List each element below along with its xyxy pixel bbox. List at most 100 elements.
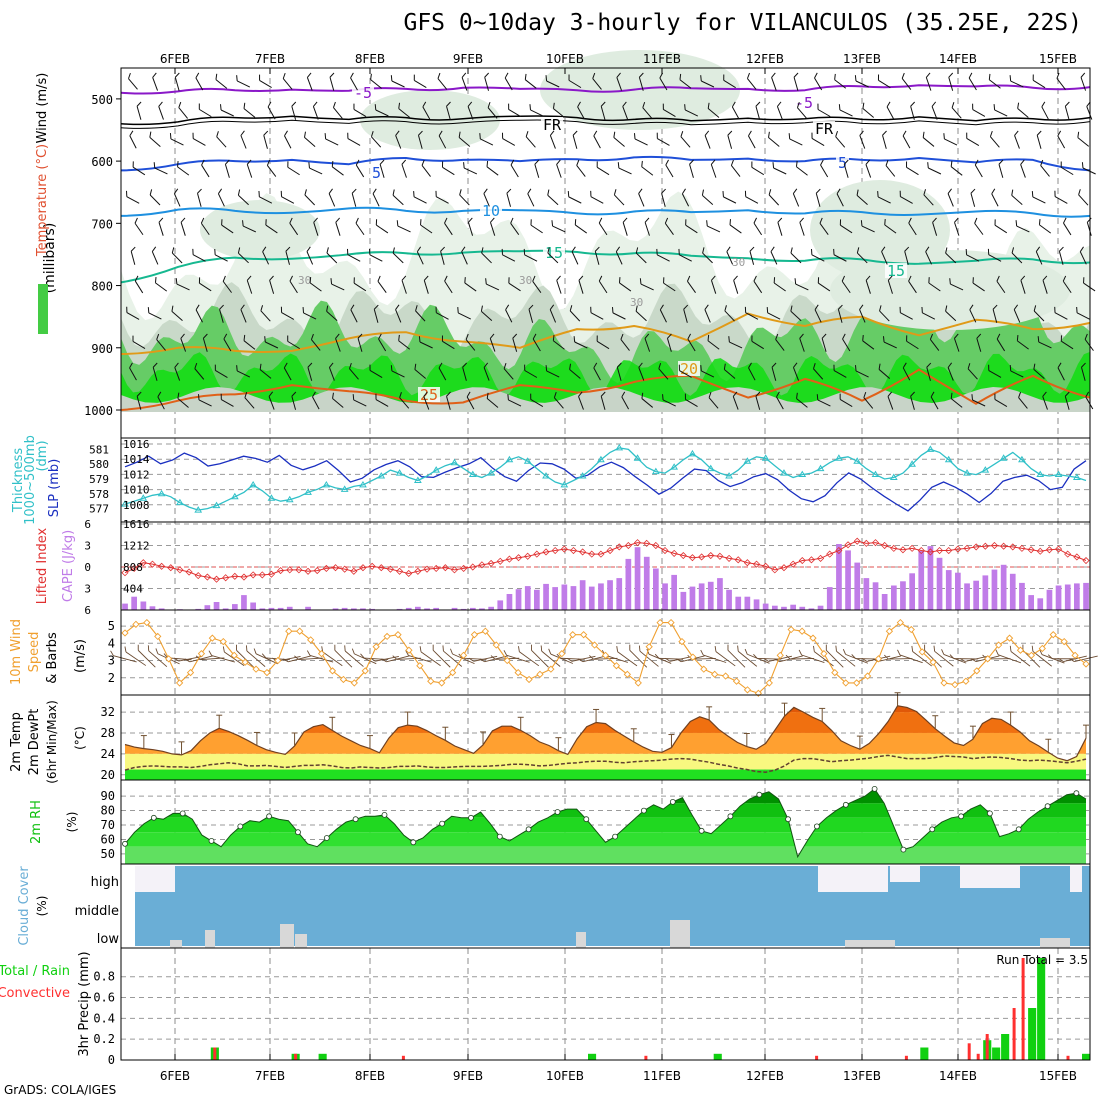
wind-speed-marker [711, 670, 719, 678]
wind-barb [902, 130, 911, 149]
li-marker [350, 567, 358, 575]
wind-barb [863, 391, 874, 409]
wind-barb [910, 391, 915, 410]
cape-bar [259, 608, 266, 610]
wind-barb [748, 130, 756, 149]
wind-barb-staff [707, 340, 720, 350]
wind-barb-flag [198, 103, 200, 110]
10m-wind-barb [995, 649, 1022, 664]
wind-barb-staff [967, 368, 978, 380]
thickness-marker [505, 455, 514, 463]
wind-barb-flag [795, 160, 798, 167]
wind-barb [401, 159, 407, 178]
wind-barb [1042, 391, 1048, 410]
wind-speed-marker [580, 631, 588, 639]
wind-barb [128, 72, 138, 90]
wind-barb [1079, 246, 1087, 265]
precip-convective-bar [904, 1055, 908, 1060]
wind-barb-flag [748, 362, 752, 369]
wind-barb-flag [1037, 336, 1040, 343]
wind-barb [817, 103, 831, 117]
wind-barb-flag [859, 130, 864, 136]
li-marker [853, 537, 861, 545]
wind-barb-staff [489, 338, 496, 352]
li-marker [926, 548, 934, 556]
wind-barb [644, 217, 650, 236]
wind-barb-staff [556, 164, 562, 178]
wind-barb-staff [552, 225, 566, 233]
wind-speed-marker [1060, 637, 1068, 646]
wind-barb-staff [622, 222, 628, 236]
wind-barb-flag [508, 277, 510, 284]
wind-barb-staff [1010, 80, 1024, 88]
cape-tick-label: 808 [123, 561, 143, 574]
rh-marker [323, 835, 330, 841]
cape-bar [1046, 589, 1053, 610]
wind-barb [722, 191, 737, 204]
wind-barb-flag [370, 73, 372, 80]
bottom-day-label: 11FEB [643, 1069, 681, 1083]
wind-barb-staff [483, 367, 490, 381]
contour-label: FR [543, 116, 562, 134]
wind-barb [304, 131, 316, 147]
cape-bar [149, 606, 156, 610]
li-marker [148, 560, 157, 568]
wind-barb [724, 305, 735, 322]
wind-barb-flag [996, 275, 1000, 282]
wind-barb-staff [173, 193, 181, 207]
10m-wind-barb [124, 646, 147, 666]
wind-barb [483, 362, 490, 381]
wind-barb-flag [662, 394, 664, 401]
wind-barb-staff [834, 79, 847, 89]
wind-barb-staff [259, 79, 272, 89]
wind-barb-flag [854, 75, 857, 82]
wind-barb-staff [910, 396, 915, 410]
wind-barb-staff [616, 367, 622, 381]
wind-barb-flag [461, 72, 467, 78]
wind-barb [377, 275, 387, 293]
thickness-marker [267, 494, 276, 501]
wind-speed-marker [1071, 651, 1079, 659]
thickness-tick-label: 581 [89, 443, 109, 456]
wind-barb [635, 305, 647, 322]
wind-barb [1086, 217, 1092, 236]
thickness-marker [249, 480, 258, 488]
wind-barb-flag [347, 132, 349, 139]
wind-barb [594, 246, 600, 265]
wind-barb [728, 336, 743, 349]
wind-barb-flag [1060, 335, 1062, 342]
wind-barb-flag [887, 275, 893, 281]
wind-barb-flag [972, 103, 974, 110]
li-marker [597, 550, 605, 558]
wind-barb-flag [214, 248, 216, 255]
wind-barb-flag [644, 333, 650, 339]
wind-barb-staff [865, 280, 871, 294]
li-marker [386, 565, 394, 573]
wind-barb [332, 392, 344, 408]
wind-barb [1040, 159, 1050, 177]
wind-barb-staff [440, 251, 445, 265]
thickness-marker [432, 466, 441, 473]
cape-bar [213, 602, 220, 610]
wind-barb-flag [991, 188, 996, 195]
wind-barb-flag [885, 159, 889, 166]
wind-barb-staff [1076, 312, 1090, 320]
wind-barb-staff [215, 79, 228, 89]
rh-marker [958, 813, 964, 820]
wind-barb [461, 246, 468, 265]
10m-barb-flag [911, 645, 914, 652]
wind-barb-staff [530, 399, 544, 407]
cape-bar [671, 574, 677, 610]
wind-barb-flag [687, 333, 692, 340]
li-marker [167, 564, 175, 572]
wind-barb-staff [948, 77, 954, 91]
wind-barb [906, 335, 919, 350]
wind-barb-flag [567, 191, 570, 197]
top-day-label: 7FEB [255, 52, 285, 66]
wind-speed-marker [667, 618, 675, 627]
wind-barb-flag [413, 190, 415, 197]
wind-barb-flag [1057, 130, 1062, 137]
wind-barb [811, 132, 825, 146]
wind-barb-flag [214, 364, 216, 371]
10m-barb-flag [785, 654, 791, 660]
